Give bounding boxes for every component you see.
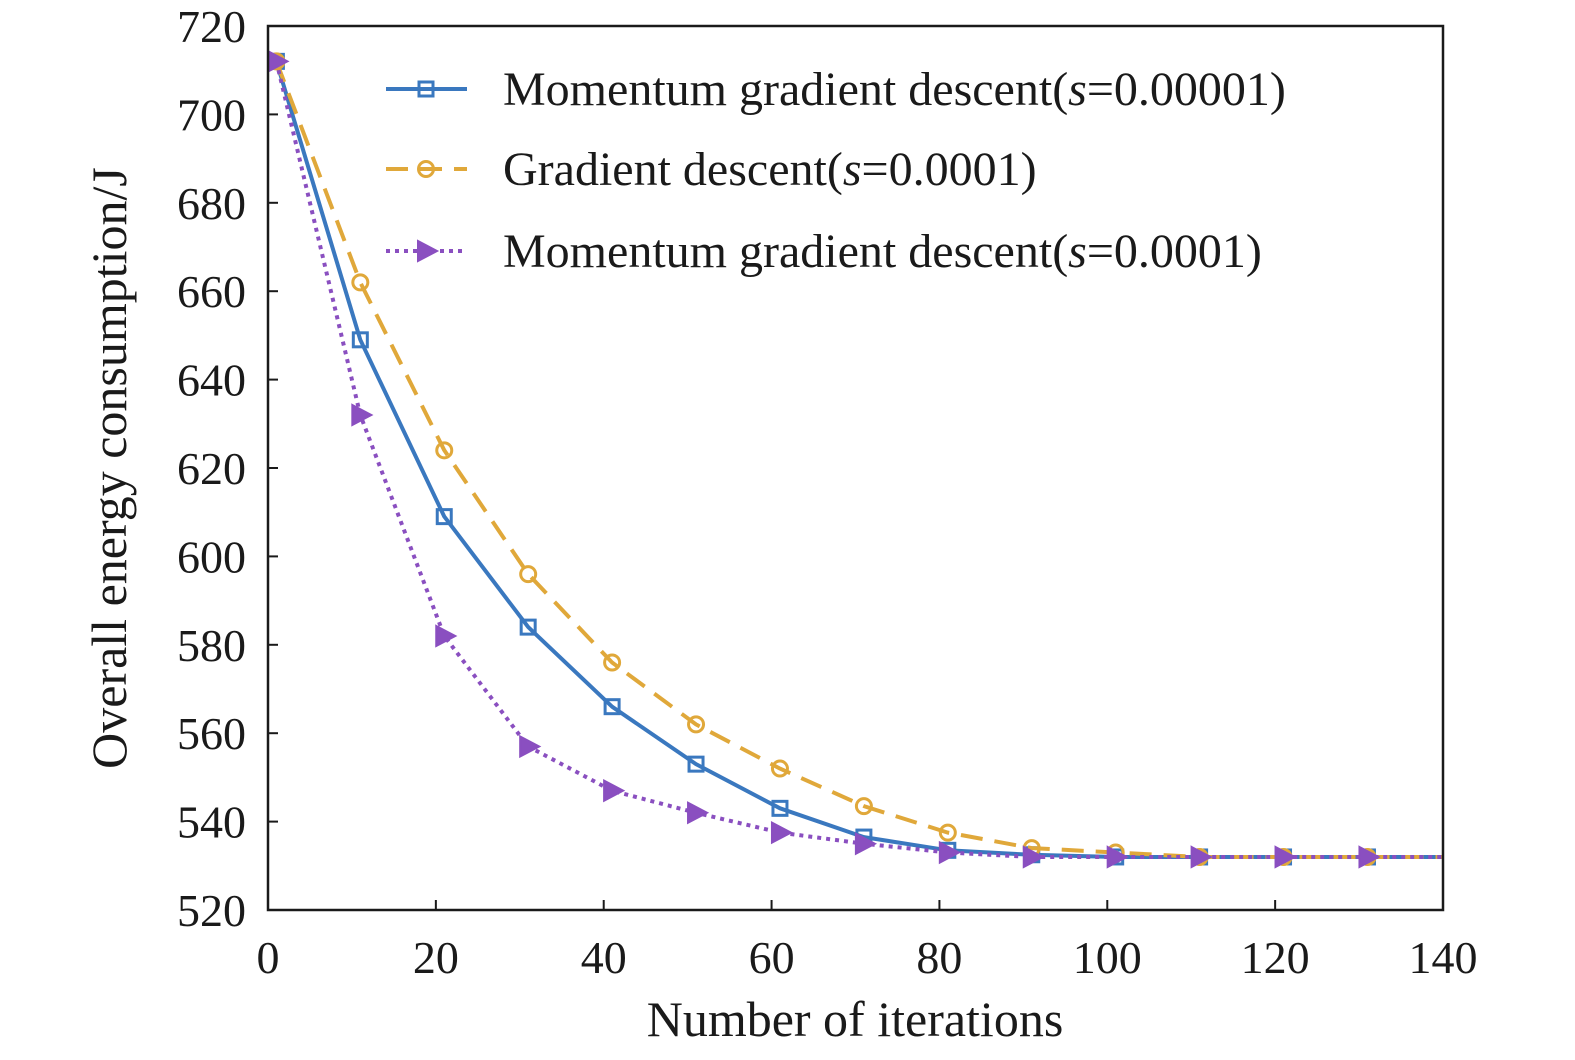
legend-label-1: Gradient descent(s=0.0001) bbox=[503, 143, 1037, 196]
axis-ticks: 0 20 40 60 80 100 120 140 520 540 560 580 600 620 640 6… bbox=[177, 1, 1478, 983]
series-2-point-13 bbox=[1358, 845, 1381, 869]
series-1-point-7 bbox=[854, 797, 873, 816]
series-0-point-2 bbox=[435, 508, 453, 526]
series-0-point-4 bbox=[603, 698, 621, 716]
y-axis-title: Overall energy consumption/J bbox=[81, 167, 137, 769]
series-2-point-2 bbox=[435, 624, 458, 648]
series-1-point-4 bbox=[603, 653, 622, 672]
series-1-point-2 bbox=[435, 441, 454, 460]
series-line-1 bbox=[274, 60, 1443, 859]
y-tick-label-4: 600 bbox=[177, 531, 246, 582]
x-axis-title: Number of iterations bbox=[647, 991, 1064, 1047]
series-1-point-3 bbox=[519, 565, 538, 584]
series-1-point-1 bbox=[351, 273, 370, 292]
y-tick-label-1: 540 bbox=[177, 797, 246, 848]
series-0-point-1 bbox=[351, 331, 369, 349]
series-0-point-5 bbox=[687, 755, 705, 773]
legend-label-0: Momentum gradient descent(s=0.00001) bbox=[503, 63, 1286, 116]
series-2-point-12 bbox=[1274, 845, 1297, 869]
legend-marker-1 bbox=[417, 160, 435, 178]
series-2-point-7 bbox=[854, 832, 878, 856]
series-0-point-3 bbox=[519, 618, 537, 636]
legend-marker-2 bbox=[417, 239, 440, 263]
y-tick-label-3: 580 bbox=[177, 620, 246, 671]
series-2-point-3 bbox=[519, 734, 542, 759]
x-tick-label-1: 20 bbox=[413, 932, 459, 983]
plot-area bbox=[267, 49, 1443, 869]
series-1-point-8 bbox=[938, 823, 957, 842]
series-1-point-6 bbox=[770, 759, 789, 778]
y-tick-label-6: 640 bbox=[177, 355, 246, 406]
x-tick-label-4: 80 bbox=[916, 932, 962, 983]
series-2-point-8 bbox=[938, 840, 961, 865]
series-2-point-10 bbox=[1106, 845, 1129, 869]
y-tick-label-7: 660 bbox=[177, 266, 246, 317]
legend-label-2: Momentum gradient descent(s=0.0001) bbox=[503, 225, 1262, 278]
x-tick-label-6: 120 bbox=[1241, 932, 1310, 983]
series-2-point-5 bbox=[687, 801, 710, 825]
y-tick-label-10: 720 bbox=[177, 1, 246, 52]
series-0-point-6 bbox=[771, 799, 789, 817]
series-2-point-11 bbox=[1190, 845, 1213, 869]
x-tick-label-3: 60 bbox=[749, 932, 795, 983]
x-tick-label-5: 100 bbox=[1073, 932, 1142, 983]
x-tick-label-0: 0 bbox=[257, 932, 280, 983]
series-2-point-6 bbox=[770, 820, 794, 845]
x-tick-label-2: 40 bbox=[581, 932, 627, 983]
y-tick-label-0: 520 bbox=[177, 885, 246, 936]
y-tick-label-2: 560 bbox=[177, 708, 246, 759]
series-2-point-9 bbox=[1022, 845, 1045, 869]
y-tick-label-8: 680 bbox=[177, 178, 246, 229]
x-tick-label-7: 140 bbox=[1409, 932, 1478, 983]
series-1-point-5 bbox=[687, 715, 706, 734]
series-2-point-4 bbox=[603, 779, 626, 803]
chart-legend: Momentum gradient descent(s=0.00001) Grad… bbox=[386, 63, 1286, 278]
y-tick-label-9: 700 bbox=[177, 89, 246, 140]
y-tick-label-5: 620 bbox=[177, 443, 246, 494]
legend-marker-0 bbox=[417, 80, 435, 98]
series-2-point-1 bbox=[351, 403, 374, 427]
